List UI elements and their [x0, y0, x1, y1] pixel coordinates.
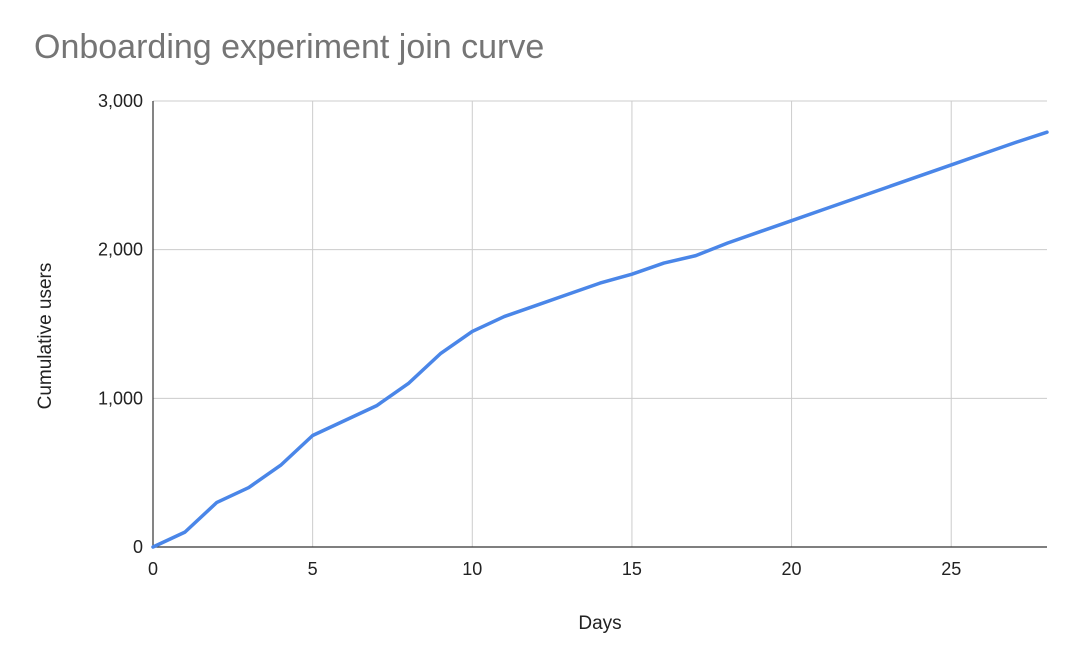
- x-axis-title: Days: [578, 613, 621, 634]
- y-axis-title: Cumulative users: [35, 263, 56, 410]
- x-tick-label: 10: [462, 559, 482, 579]
- x-tick-label: 0: [148, 559, 158, 579]
- x-tick-label: 20: [782, 559, 802, 579]
- x-tick-label: 15: [622, 559, 642, 579]
- y-tick-label: 1,000: [98, 388, 143, 408]
- series-layer: [151, 130, 1049, 549]
- chart-title: Onboarding experiment join curve: [34, 28, 545, 66]
- y-tick-label: 3,000: [98, 91, 143, 111]
- y-tick-label: 2,000: [98, 240, 143, 260]
- x-tick-label: 25: [941, 559, 961, 579]
- series-line: [151, 130, 1049, 549]
- y-tick-label: 0: [133, 537, 143, 557]
- tick-labels: 0 1,000 2,000 3,000 0 5 10 15 20 25: [98, 91, 961, 579]
- axes: [152, 101, 1047, 548]
- x-tick-label: 5: [308, 559, 318, 579]
- gridlines: [153, 100, 1047, 547]
